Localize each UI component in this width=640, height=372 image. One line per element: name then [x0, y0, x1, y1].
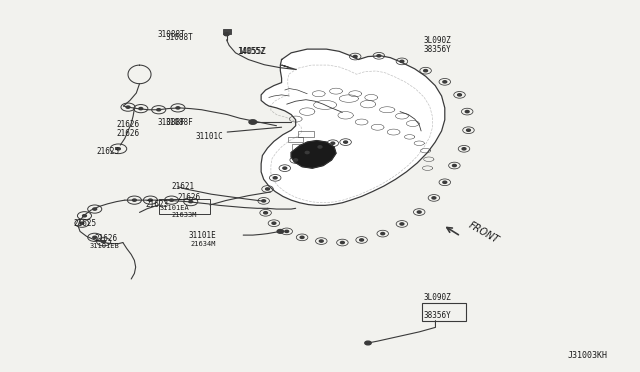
Text: 21625: 21625: [96, 147, 119, 156]
Bar: [288, 137, 303, 142]
Circle shape: [318, 146, 322, 148]
Circle shape: [266, 188, 269, 190]
Circle shape: [189, 201, 193, 203]
Circle shape: [377, 55, 381, 57]
Circle shape: [126, 106, 130, 108]
Text: 31088F: 31088F: [166, 118, 193, 126]
Circle shape: [264, 212, 268, 214]
Circle shape: [400, 60, 404, 62]
Text: 21626: 21626: [116, 120, 140, 129]
Circle shape: [285, 230, 289, 232]
Text: 31088T: 31088T: [158, 30, 186, 39]
Circle shape: [132, 199, 136, 201]
Circle shape: [331, 142, 335, 144]
Circle shape: [116, 148, 120, 150]
Text: 3L090Z: 3L090Z: [424, 293, 451, 302]
Circle shape: [83, 215, 86, 217]
Circle shape: [272, 222, 276, 224]
Text: 21626: 21626: [178, 193, 201, 202]
Circle shape: [452, 164, 456, 167]
Circle shape: [224, 33, 229, 36]
Circle shape: [443, 181, 447, 183]
Text: 21626: 21626: [95, 234, 118, 243]
Text: 21633M: 21633M: [172, 212, 197, 218]
Bar: [159, 199, 210, 214]
Text: 14055Z: 14055Z: [237, 47, 264, 56]
Polygon shape: [291, 141, 336, 168]
Text: 31101C: 31101C: [195, 132, 223, 141]
Text: 21634M: 21634M: [191, 241, 216, 247]
Circle shape: [381, 232, 385, 235]
Circle shape: [467, 129, 470, 131]
Text: 31088T: 31088T: [166, 33, 193, 42]
Text: J31003KH: J31003KH: [568, 351, 608, 360]
Circle shape: [170, 199, 173, 201]
Circle shape: [176, 107, 180, 109]
Bar: [292, 144, 307, 150]
Text: FRONT: FRONT: [467, 219, 501, 245]
Circle shape: [277, 230, 284, 233]
Circle shape: [432, 197, 436, 199]
Bar: [298, 131, 314, 137]
Text: 38356Y: 38356Y: [424, 45, 451, 54]
Circle shape: [353, 55, 357, 58]
Text: 31101EB: 31101EB: [90, 243, 119, 249]
Polygon shape: [261, 49, 445, 205]
Bar: [422, 303, 466, 321]
Circle shape: [340, 241, 344, 244]
Bar: [223, 29, 231, 34]
Circle shape: [465, 110, 469, 113]
Text: 3L090Z: 3L090Z: [424, 36, 451, 45]
Circle shape: [80, 222, 84, 224]
Circle shape: [462, 148, 466, 150]
Circle shape: [294, 159, 298, 161]
Circle shape: [344, 141, 348, 143]
Circle shape: [300, 236, 304, 238]
Circle shape: [283, 167, 287, 169]
Circle shape: [249, 120, 257, 124]
Circle shape: [102, 241, 106, 243]
Text: 31101E: 31101E: [189, 231, 216, 240]
Circle shape: [148, 199, 152, 201]
Circle shape: [139, 108, 143, 110]
Circle shape: [93, 236, 97, 238]
Circle shape: [360, 239, 364, 241]
Text: 31088F: 31088F: [158, 118, 186, 126]
Circle shape: [417, 211, 421, 213]
Circle shape: [400, 223, 404, 225]
Circle shape: [365, 341, 371, 345]
Circle shape: [273, 177, 277, 179]
Text: 21623: 21623: [146, 200, 169, 209]
Text: 21625: 21625: [74, 219, 97, 228]
Circle shape: [424, 70, 428, 72]
Circle shape: [262, 200, 266, 202]
Circle shape: [319, 240, 323, 242]
Circle shape: [305, 151, 309, 154]
Text: 38356Y: 38356Y: [424, 311, 451, 320]
Text: 21621: 21621: [172, 182, 195, 191]
Circle shape: [443, 81, 447, 83]
Circle shape: [157, 109, 161, 111]
Text: 14055Z: 14055Z: [238, 47, 266, 56]
Text: 31101EA: 31101EA: [160, 205, 189, 211]
Text: 21626: 21626: [116, 129, 140, 138]
Circle shape: [93, 208, 97, 210]
Circle shape: [458, 94, 461, 96]
